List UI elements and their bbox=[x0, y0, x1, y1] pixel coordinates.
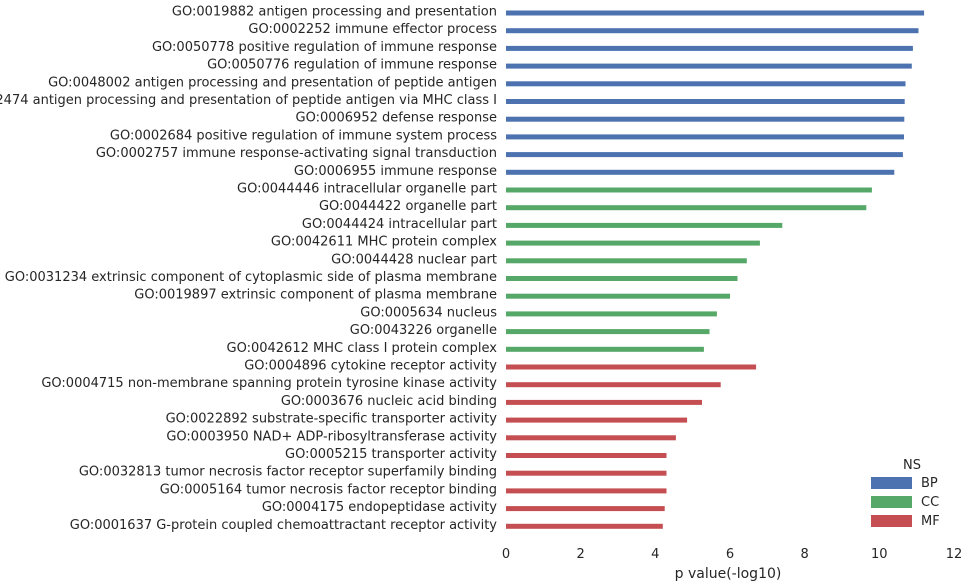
category-label: GO:0001637 G-protein coupled chemoattrac… bbox=[70, 518, 498, 533]
category-label: GO:0048002 antigen processing and presen… bbox=[48, 75, 497, 90]
bar-cc bbox=[506, 258, 747, 264]
bar-mf bbox=[506, 470, 667, 476]
bar-bp bbox=[506, 134, 904, 140]
category-label: GO:0044446 intracellular organelle part bbox=[237, 182, 497, 197]
category-label: GO:0050776 regulation of immune response bbox=[207, 58, 497, 73]
bar-mf bbox=[506, 523, 663, 529]
x-tick-label: 12 bbox=[946, 547, 963, 562]
bar-mf bbox=[506, 453, 667, 458]
x-tick-label: 8 bbox=[801, 547, 809, 562]
category-label: GO:0006955 immune response bbox=[294, 164, 497, 179]
bar-mf bbox=[506, 417, 688, 423]
category-label: GO:0042612 MHC class I protein complex bbox=[227, 341, 498, 356]
bars-group bbox=[506, 10, 925, 529]
bar-bp bbox=[506, 116, 905, 122]
x-tick-label: 2 bbox=[577, 547, 585, 562]
category-label: GO:0005634 nucleus bbox=[360, 305, 497, 320]
bar-cc bbox=[506, 329, 710, 335]
x-tick-label: 10 bbox=[871, 547, 888, 562]
category-label: GO:0044422 organelle part bbox=[319, 199, 497, 214]
bar-bp bbox=[506, 152, 903, 158]
category-label: GO:0002474 antigen processing and presen… bbox=[0, 93, 497, 108]
x-tick-labels: 0 2 4 6 8 10 12 bbox=[502, 547, 962, 562]
category-label: GO:0004715 non-membrane spanning protein… bbox=[41, 376, 497, 391]
category-label: GO:0019897 extrinsic component of plasma… bbox=[134, 288, 497, 303]
legend-label-cc: CC bbox=[921, 495, 939, 510]
x-tick-label: 0 bbox=[502, 547, 510, 562]
legend-label-bp: BP bbox=[921, 476, 938, 491]
bar-mf bbox=[506, 382, 721, 388]
category-label: GO:0003676 nucleic acid binding bbox=[281, 394, 497, 409]
bar-bp bbox=[506, 81, 906, 87]
bar-cc bbox=[506, 222, 783, 228]
category-label: GO:0044428 nuclear part bbox=[331, 252, 497, 267]
bar-mf bbox=[506, 435, 676, 441]
bar-mf bbox=[506, 506, 665, 512]
category-label: GO:0004175 endopeptidase activity bbox=[262, 500, 497, 515]
category-label: GO:0005215 transporter activity bbox=[285, 447, 497, 462]
bar-cc bbox=[506, 293, 730, 299]
x-axis-label: p value(-log10) bbox=[675, 566, 782, 582]
category-label: GO:0002684 positive regulation of immune… bbox=[110, 128, 497, 143]
category-label: GO:0004896 cytokine receptor activity bbox=[244, 359, 497, 374]
category-label: GO:0005164 tumor necrosis factor recepto… bbox=[160, 482, 497, 497]
legend-label-mf: MF bbox=[921, 514, 940, 529]
legend-swatch-cc bbox=[871, 496, 912, 508]
bar-bp bbox=[506, 10, 925, 16]
bar-bp bbox=[506, 45, 913, 51]
category-label: GO:0032813 tumor necrosis factor recepto… bbox=[79, 465, 497, 480]
category-label: GO:0003950 NAD+ ADP-ribosyltransferase a… bbox=[166, 429, 497, 444]
x-tick-label: 4 bbox=[651, 547, 659, 562]
legend-title: NS bbox=[903, 458, 921, 473]
bar-cc bbox=[506, 276, 738, 281]
legend-swatch-mf bbox=[871, 515, 912, 527]
category-label: GO:0019882 antigen processing and presen… bbox=[172, 5, 497, 20]
bar-cc bbox=[506, 311, 717, 317]
bar-mf bbox=[506, 488, 667, 494]
category-label: GO:0031234 extrinsic component of cytopl… bbox=[5, 270, 497, 285]
bar-bp bbox=[506, 99, 905, 104]
category-label: GO:0050778 positive regulation of immune… bbox=[152, 40, 497, 55]
category-label: GO:0042611 MHC protein complex bbox=[271, 235, 497, 250]
bar-cc bbox=[506, 187, 872, 193]
bar-cc bbox=[506, 346, 704, 352]
bar-mf bbox=[506, 364, 757, 370]
bar-cc bbox=[506, 240, 760, 246]
category-label: GO:0006952 defense response bbox=[296, 111, 498, 126]
category-label: GO:0002757 immune response-activating si… bbox=[96, 146, 497, 161]
bar-bp bbox=[506, 28, 919, 34]
category-label: GO:0043226 organelle bbox=[350, 323, 497, 338]
category-label: GO:0002252 immune effector process bbox=[248, 22, 497, 37]
legend-swatch-bp bbox=[871, 477, 912, 489]
bar-cc bbox=[506, 205, 867, 211]
x-tick-label: 6 bbox=[726, 547, 734, 562]
category-labels: GO:0019882 antigen processing and presen… bbox=[0, 5, 497, 533]
bar-bp bbox=[506, 169, 895, 175]
category-label: GO:0044424 intracellular part bbox=[302, 217, 497, 232]
category-label: GO:0022892 substrate-specific transporte… bbox=[166, 412, 498, 427]
bar-bp bbox=[506, 63, 912, 69]
legend: NS BP CC MF bbox=[871, 458, 940, 529]
bar-mf bbox=[506, 399, 702, 405]
